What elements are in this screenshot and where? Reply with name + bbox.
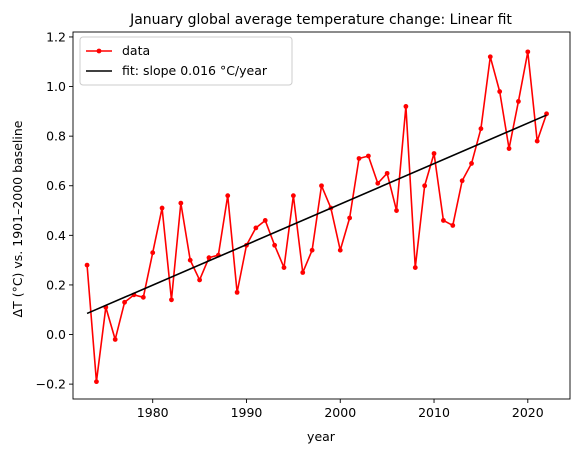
fit-line xyxy=(86,114,547,315)
x-tick-label: 1980 xyxy=(137,405,169,420)
data-point xyxy=(150,250,156,256)
data-point xyxy=(375,180,381,186)
data-point xyxy=(347,215,353,221)
data-point xyxy=(169,297,174,303)
axes-frame xyxy=(72,31,571,400)
y-tick-label: 0.0 xyxy=(46,327,66,342)
data-point xyxy=(356,156,362,161)
data-point xyxy=(478,126,484,132)
y-tick-label: 0.2 xyxy=(46,277,66,292)
data-point xyxy=(337,247,343,253)
y-tick-label: 1.2 xyxy=(46,29,66,44)
data-series-line xyxy=(86,51,548,383)
data-point xyxy=(506,146,512,151)
data-point xyxy=(253,225,259,231)
data-point xyxy=(384,170,390,176)
legend-box xyxy=(79,36,293,86)
data-point xyxy=(272,242,278,248)
data-point xyxy=(516,99,521,104)
legend-label-data: data xyxy=(122,43,150,58)
data-point xyxy=(197,277,202,283)
y-tick-label: 0.4 xyxy=(46,228,66,243)
data-point xyxy=(262,218,268,223)
data-point xyxy=(469,161,474,166)
data-point xyxy=(300,270,306,275)
legend-label-fit: fit: slope 0.016 °C/year xyxy=(122,63,268,78)
data-point xyxy=(187,257,193,263)
data-point xyxy=(525,49,531,55)
data-point xyxy=(431,151,437,156)
data-point xyxy=(412,265,418,270)
x-tick-label: 2010 xyxy=(418,405,450,420)
data-point xyxy=(441,218,446,223)
data-point xyxy=(403,103,409,109)
data-point xyxy=(450,223,456,228)
y-tick-label: 0.8 xyxy=(46,129,66,144)
data-point xyxy=(140,294,146,300)
data-point xyxy=(365,153,371,159)
x-axis-label: year xyxy=(307,429,336,444)
y-axis-label: ΔT (°C) vs. 1901–2000 baseline xyxy=(10,120,25,317)
y-tick-label: 1.0 xyxy=(46,79,66,94)
data-point xyxy=(281,265,287,270)
x-tick-label: 2000 xyxy=(324,405,356,420)
data-point xyxy=(206,255,212,261)
legend: data fit: slope 0.016 °C/year xyxy=(79,36,293,86)
data-point xyxy=(122,299,127,305)
data-point xyxy=(309,247,315,253)
data-point xyxy=(290,193,296,199)
plot-area xyxy=(84,49,549,385)
data-point xyxy=(534,138,540,144)
data-point xyxy=(159,205,165,211)
x-tick-label: 1990 xyxy=(231,405,263,420)
data-point xyxy=(112,337,118,342)
data-point xyxy=(225,193,231,199)
data-point xyxy=(234,289,240,295)
data-point xyxy=(319,183,324,189)
ticks: 1980 1990 2000 2010 2020 −0.2 0.0 0.2 0.4 0.6 0.8 1… xyxy=(36,29,544,420)
data-point xyxy=(394,208,399,213)
data-point xyxy=(497,89,503,94)
y-tick-label: −0.2 xyxy=(36,377,66,392)
data-point xyxy=(459,178,465,184)
y-tick-label: 0.6 xyxy=(46,178,66,193)
chart-title: January global average temperature chang… xyxy=(129,12,512,28)
data-point xyxy=(178,200,184,206)
x-tick-label: 2020 xyxy=(512,405,544,420)
data-point xyxy=(94,379,99,385)
data-point xyxy=(422,183,428,189)
legend-data-marker-icon xyxy=(96,48,102,54)
data-point xyxy=(84,262,90,268)
data-point xyxy=(487,54,493,60)
